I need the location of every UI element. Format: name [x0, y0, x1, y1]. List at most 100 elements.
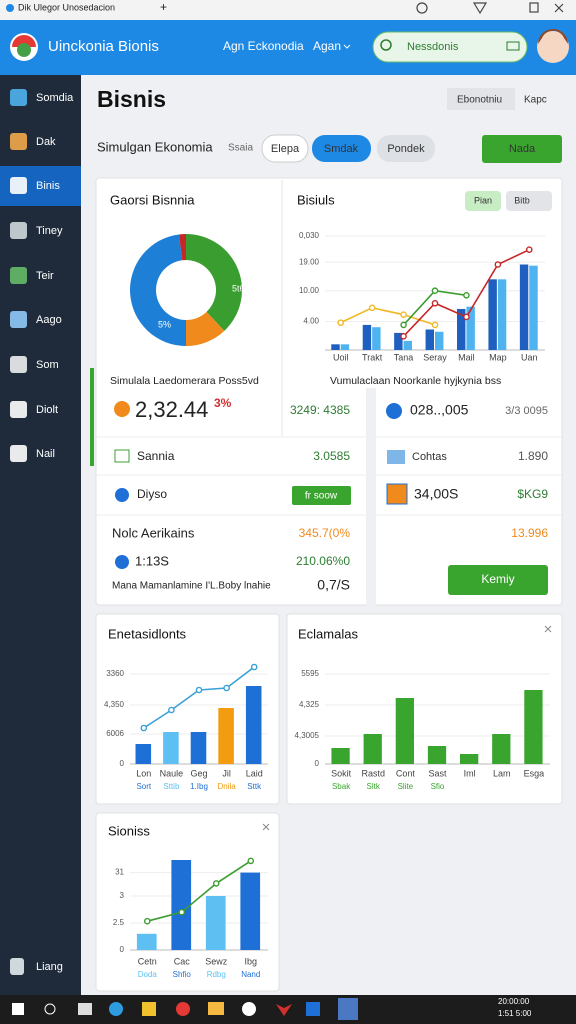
- button[interactable]: [448, 565, 548, 595]
- point: [368, 304, 376, 312]
- x-tick-label: Cont: [396, 768, 416, 778]
- x-tick-label: Naule: [160, 768, 184, 778]
- new-tab[interactable]: +: [160, 0, 167, 14]
- clock-time: 20:00:00: [498, 997, 530, 1006]
- bar: [190, 732, 207, 764]
- legend-label: Nand: [241, 970, 260, 979]
- sidebar-item[interactable]: Somdia: [36, 92, 74, 104]
- brand: Uinckonia Bionis: [48, 38, 159, 55]
- point: [143, 917, 151, 925]
- side-value: 3249: 4385: [290, 403, 350, 417]
- row-label: Sannia: [137, 449, 175, 463]
- control-label[interactable]: Pian: [474, 195, 492, 205]
- bar: [205, 896, 226, 950]
- search-action[interactable]: [506, 41, 520, 51]
- x-tick-label: Sokit: [331, 768, 352, 778]
- chart-title: Enetasidlonts: [108, 626, 187, 641]
- point: [431, 321, 439, 329]
- sidebar-item[interactable]: Som: [36, 359, 59, 371]
- icon: [387, 450, 405, 464]
- filter-label: Ssaia: [228, 143, 253, 154]
- menu-item[interactable]: Agan: [313, 39, 341, 53]
- control[interactable]: [506, 191, 552, 211]
- sidebar-item[interactable]: Nail: [36, 448, 55, 460]
- accent: [90, 368, 94, 466]
- legend-label: Rdbg: [207, 970, 226, 979]
- sidebar-item[interactable]: Liang: [36, 961, 63, 973]
- legend-label: Sltk: [367, 782, 381, 791]
- x-tick-label: Lon: [136, 768, 151, 778]
- pill-label[interactable]: Pondek: [387, 143, 425, 155]
- bar: [171, 860, 192, 950]
- card: [286, 613, 563, 805]
- delta: 3%: [214, 396, 232, 410]
- search-icon: [380, 39, 392, 51]
- note-value: 0,7/S: [317, 577, 350, 593]
- pill[interactable]: [377, 135, 435, 162]
- sidebar-item[interactable]: Teir: [36, 270, 54, 282]
- tab-title[interactable]: Dik Ulegor Unosedacion: [18, 2, 115, 12]
- bar: [245, 686, 262, 764]
- point: [250, 663, 258, 671]
- action-label[interactable]: Nada: [509, 143, 536, 155]
- search-box[interactable]: [372, 31, 528, 63]
- y-tick-label: 4,3005: [295, 731, 320, 740]
- icon: [114, 449, 130, 463]
- pill-label[interactable]: Smdak: [324, 143, 359, 155]
- row-value: 3.0585: [313, 449, 350, 463]
- sidebar-item[interactable]: Aago: [36, 314, 62, 326]
- page-title: Bisnis: [97, 86, 166, 112]
- summary-title: Simulala Laedomerara Poss5vd: [110, 375, 259, 387]
- menu-item[interactable]: Agn Eckonodia: [223, 39, 304, 53]
- sidebar-icon: [10, 133, 27, 150]
- button-label[interactable]: Kemiy: [481, 572, 514, 586]
- legend-label: Dnila: [217, 782, 236, 791]
- section-label: Simulgan Ekonomia: [97, 139, 213, 154]
- icon: [114, 401, 130, 417]
- side-value: 3/3 0095: [505, 405, 548, 417]
- pill[interactable]: [312, 135, 371, 162]
- row-value: 210.06%0: [296, 554, 350, 568]
- sidebar-item[interactable]: Tiney: [36, 225, 63, 237]
- point: [337, 319, 345, 326]
- sidebar-item[interactable]: Binis: [36, 180, 60, 192]
- taskbar-icons[interactable]: [12, 998, 358, 1020]
- row-label: Cohtas: [412, 451, 447, 463]
- line: [147, 860, 252, 922]
- point: [168, 706, 175, 714]
- action-button[interactable]: [482, 135, 562, 163]
- point: [140, 724, 148, 732]
- close-icons[interactable]: [262, 625, 552, 831]
- button-label[interactable]: Kapc: [524, 95, 547, 106]
- sidebar-item[interactable]: Dak: [36, 136, 56, 148]
- legend-label: Sttk: [247, 782, 262, 791]
- pill-label[interactable]: Elepa: [271, 143, 300, 155]
- sidebar-icon: [10, 958, 24, 975]
- window-controls[interactable]: [416, 2, 564, 15]
- row-button-label[interactable]: fr soow: [305, 491, 338, 502]
- button-label[interactable]: Ebonotniu: [457, 95, 502, 106]
- note: Mana Mamanlamine I'L.Boby lnahie: [112, 581, 271, 592]
- bar: [524, 690, 543, 764]
- menu-caret: [343, 44, 351, 49]
- point: [400, 333, 407, 340]
- y-tick-label: 4.00: [303, 317, 319, 326]
- pill[interactable]: [261, 134, 309, 163]
- control-label[interactable]: Bitb: [514, 195, 530, 205]
- sidebar-item[interactable]: Diolt: [36, 404, 58, 416]
- point: [431, 299, 439, 307]
- row-dividers: [96, 436, 562, 516]
- legend-label: Sttib: [163, 782, 180, 791]
- bar: [135, 744, 152, 764]
- row-button[interactable]: [292, 486, 351, 505]
- avatar[interactable]: [537, 31, 569, 63]
- bar: [372, 327, 381, 350]
- logo-part: [17, 43, 31, 57]
- bar: [425, 329, 434, 350]
- clock-date: 1:51 5:00: [498, 1009, 532, 1018]
- row-label: 1:13S: [135, 553, 169, 568]
- control[interactable]: [465, 191, 501, 211]
- chart-title: Gaorsi Bisnnia: [110, 192, 195, 207]
- button[interactable]: [447, 88, 515, 110]
